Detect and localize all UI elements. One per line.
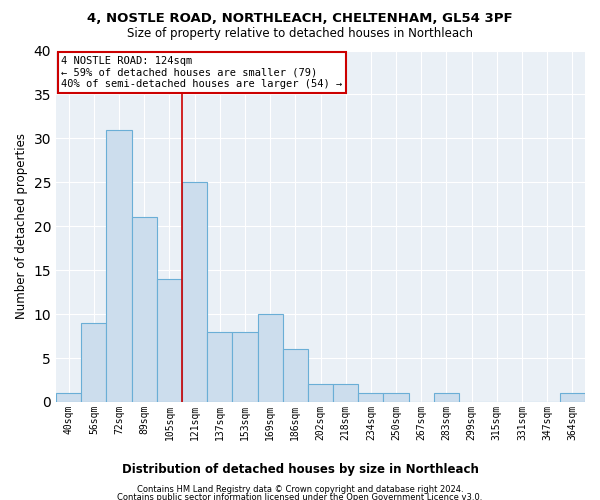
Y-axis label: Number of detached properties: Number of detached properties — [15, 133, 28, 319]
Bar — [333, 384, 358, 402]
Bar — [383, 393, 409, 402]
Bar — [207, 332, 232, 402]
Text: Contains HM Land Registry data © Crown copyright and database right 2024.: Contains HM Land Registry data © Crown c… — [137, 485, 463, 494]
Bar — [232, 332, 257, 402]
Bar — [56, 393, 81, 402]
Text: Contains public sector information licensed under the Open Government Licence v3: Contains public sector information licen… — [118, 493, 482, 500]
Text: Size of property relative to detached houses in Northleach: Size of property relative to detached ho… — [127, 28, 473, 40]
Bar — [131, 218, 157, 402]
Bar — [157, 279, 182, 402]
Bar — [257, 314, 283, 402]
Bar — [308, 384, 333, 402]
Bar — [81, 323, 106, 402]
Bar — [283, 350, 308, 402]
Text: 4, NOSTLE ROAD, NORTHLEACH, CHELTENHAM, GL54 3PF: 4, NOSTLE ROAD, NORTHLEACH, CHELTENHAM, … — [87, 12, 513, 26]
Bar — [434, 393, 459, 402]
Bar — [358, 393, 383, 402]
Bar — [182, 182, 207, 402]
Text: 4 NOSTLE ROAD: 124sqm
← 59% of detached houses are smaller (79)
40% of semi-deta: 4 NOSTLE ROAD: 124sqm ← 59% of detached … — [61, 56, 343, 89]
Text: Distribution of detached houses by size in Northleach: Distribution of detached houses by size … — [122, 462, 478, 475]
Bar — [106, 130, 131, 402]
Bar — [560, 393, 585, 402]
